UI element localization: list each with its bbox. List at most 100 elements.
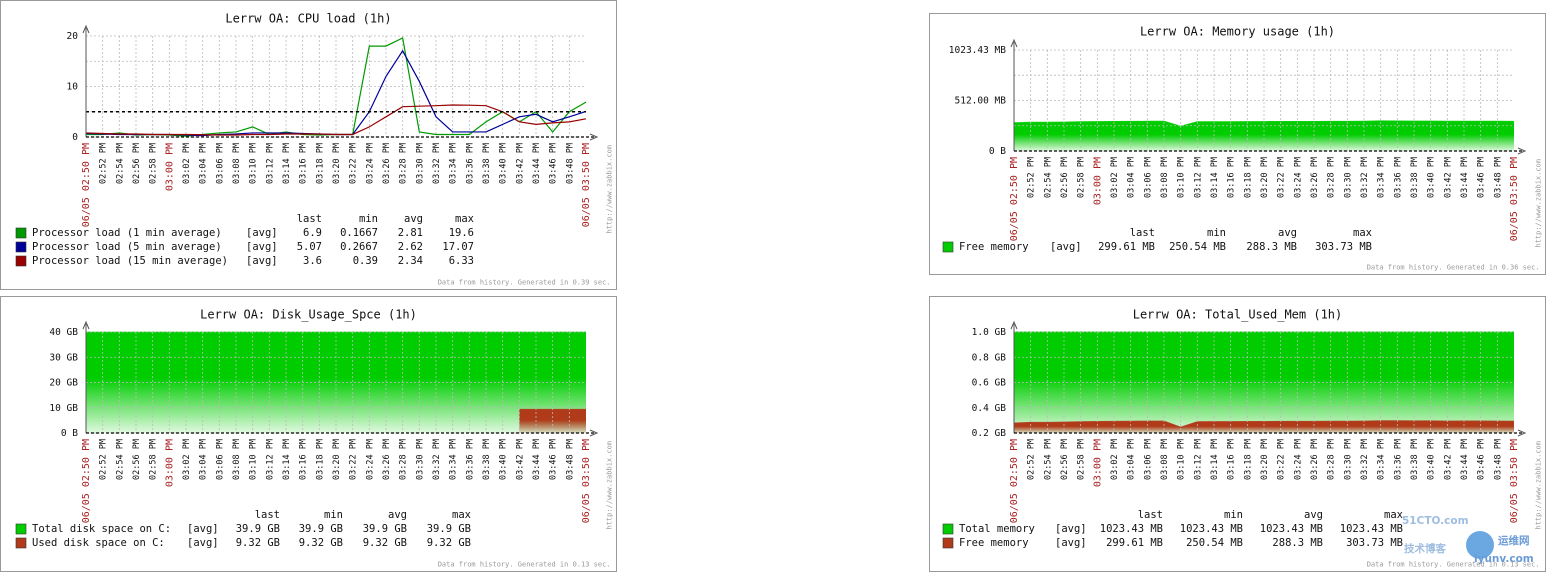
- x-tick-label: 03:26 PM: [382, 439, 392, 480]
- y-tick-label: 10: [67, 82, 79, 93]
- side-url: http://www.zabbix.com: [606, 145, 614, 234]
- legend-swatch: [942, 241, 954, 253]
- x-tick-label: 02:58 PM: [149, 439, 159, 480]
- legend-swatch: [15, 523, 27, 535]
- x-tick-label: 03:46 PM: [1477, 439, 1487, 480]
- x-tick-label: 03:40 PM: [499, 439, 509, 480]
- y-tick-label: 10 GB: [49, 403, 78, 414]
- x-tick-label: 03:12 PM: [265, 143, 275, 184]
- legend-stat: 303.73 MB: [1346, 537, 1403, 549]
- x-tick-label: 02:56 PM: [132, 439, 142, 480]
- legend-stat: 2.34: [398, 255, 423, 267]
- legend-func: [avg]: [1055, 537, 1087, 549]
- x-tick-label: 06/05 02:50 PM: [81, 439, 92, 523]
- chart-title: Lerrw OA: Disk_Usage_Spce (1h): [200, 308, 417, 322]
- x-tick-label: 03:32 PM: [1360, 157, 1370, 198]
- x-tick-label: 03:30 PM: [1343, 439, 1353, 480]
- legend-name: Used disk space on C:: [32, 537, 165, 549]
- x-tick-label: 02:54 PM: [1043, 439, 1053, 480]
- x-tick-label: 03:44 PM: [1460, 439, 1470, 480]
- legend-name: Total disk space on C:: [32, 523, 171, 535]
- series-area-edge: [1013, 120, 1515, 127]
- legend-swatch: [942, 537, 954, 549]
- x-tick-label: 03:06 PM: [215, 143, 225, 184]
- watermark-site-cn: 运维网: [1498, 534, 1530, 547]
- legend-stat: 299.61 MB: [1106, 537, 1163, 549]
- x-tick-label: 06/05 02:50 PM: [1009, 439, 1020, 523]
- x-tick-label: 03:34 PM: [1377, 157, 1387, 198]
- x-tick-label: 06/05 03:50 PM: [581, 143, 592, 227]
- x-tick-label: 03:42 PM: [1443, 157, 1453, 198]
- legend-stat: 288.3 MB: [1272, 537, 1323, 549]
- legend-stat: 0.39: [353, 255, 378, 267]
- legend-stat: 1023.43 MB: [1180, 523, 1243, 535]
- chart-title: Lerrw OA: CPU load (1h): [225, 12, 391, 26]
- x-tick-label: 02:58 PM: [1077, 157, 1087, 198]
- x-axis-arrow: [1517, 147, 1527, 155]
- x-tick-label: 03:32 PM: [432, 439, 442, 480]
- legend-stat: 303.73 MB: [1315, 241, 1372, 253]
- x-tick-label: 03:22 PM: [1277, 157, 1287, 198]
- x-tick-label: 03:28 PM: [399, 143, 409, 184]
- y-tick-label: 40 GB: [49, 327, 78, 338]
- legend-func: [avg]: [1050, 241, 1082, 253]
- x-tick-label: 03:16 PM: [299, 439, 309, 480]
- y-tick-label: 0 B: [61, 428, 78, 439]
- legend-column-header: last: [297, 213, 322, 225]
- x-tick-label: 03:44 PM: [1460, 157, 1470, 198]
- legend-stat: 39.9 GB: [363, 523, 407, 535]
- x-tick-label: 03:48 PM: [565, 439, 575, 480]
- x-tick-label: 03:36 PM: [465, 439, 475, 480]
- x-tick-label: 03:32 PM: [432, 143, 442, 184]
- legend-name: Free memory: [959, 537, 1029, 549]
- x-tick-label: 03:20 PM: [332, 439, 342, 480]
- x-tick-label: 02:52 PM: [99, 143, 109, 184]
- x-tick-label: 03:34 PM: [449, 439, 459, 480]
- y-tick-label: 0: [72, 132, 78, 143]
- x-tick-label: 03:20 PM: [332, 143, 342, 184]
- x-tick-label: 03:04 PM: [1127, 439, 1137, 480]
- legend-stat: 250.54 MB: [1169, 241, 1226, 253]
- y-axis-arrow: [82, 24, 90, 34]
- x-tick-label: 03:00 PM: [1092, 157, 1103, 205]
- legend-column-header: max: [452, 509, 471, 521]
- x-tick-label: 03:40 PM: [1427, 439, 1437, 480]
- x-tick-label: 03:44 PM: [532, 439, 542, 480]
- legend-column-header: avg: [1278, 227, 1297, 239]
- y-tick-label: 20 GB: [49, 378, 78, 389]
- x-tick-label: 02:58 PM: [149, 143, 159, 184]
- x-tick-label: 03:08 PM: [1160, 157, 1170, 198]
- x-tick-label: 03:48 PM: [1493, 157, 1503, 198]
- legend-column-header: min: [1224, 509, 1243, 521]
- footer-note: Data from history. Generated in 0.36 sec…: [1367, 264, 1540, 272]
- x-tick-label: 03:26 PM: [1310, 439, 1320, 480]
- x-tick-label: 03:00 PM: [164, 143, 175, 191]
- legend-column-header: min: [359, 213, 378, 225]
- legend-func: [avg]: [187, 523, 219, 535]
- legend-column-header: min: [1207, 227, 1226, 239]
- x-tick-label: 03:34 PM: [1377, 439, 1387, 480]
- graph-panel: Lerrw OA: Memory usage (1h) 06/05 02:50 P…: [929, 13, 1546, 275]
- legend-stat: 3.6: [303, 255, 322, 267]
- x-tick-label: 03:10 PM: [1177, 439, 1187, 480]
- y-tick-label: 0.8 GB: [972, 352, 1007, 363]
- plot-area: [85, 35, 587, 138]
- x-tick-label: 03:10 PM: [249, 143, 259, 184]
- footer-note: Data from history. Generated in 0.39 sec…: [438, 279, 611, 287]
- x-tick-label: 03:10 PM: [1177, 157, 1187, 198]
- legend-swatch: [15, 255, 27, 267]
- plot-area: [86, 331, 586, 434]
- x-tick-label: 03:24 PM: [365, 143, 375, 184]
- x-tick-label: 03:42 PM: [1443, 439, 1453, 480]
- legend-stat: 288.3 MB: [1246, 241, 1297, 253]
- x-tick-label: 03:42 PM: [515, 439, 525, 480]
- legend-stat: 1023.43 MB: [1260, 523, 1323, 535]
- legend-column-header: max: [1353, 227, 1372, 239]
- x-tick-label: 03:26 PM: [1310, 157, 1320, 198]
- x-tick-label: 03:48 PM: [565, 143, 575, 184]
- x-axis-arrow: [589, 133, 599, 141]
- x-tick-label: 03:06 PM: [1143, 439, 1153, 480]
- legend-stat: 250.54 MB: [1186, 537, 1243, 549]
- x-tick-label: 03:12 PM: [1193, 157, 1203, 198]
- legend-name: Free memory: [959, 241, 1029, 253]
